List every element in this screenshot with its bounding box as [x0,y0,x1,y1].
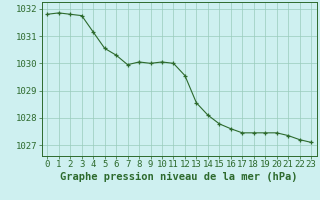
X-axis label: Graphe pression niveau de la mer (hPa): Graphe pression niveau de la mer (hPa) [60,172,298,182]
